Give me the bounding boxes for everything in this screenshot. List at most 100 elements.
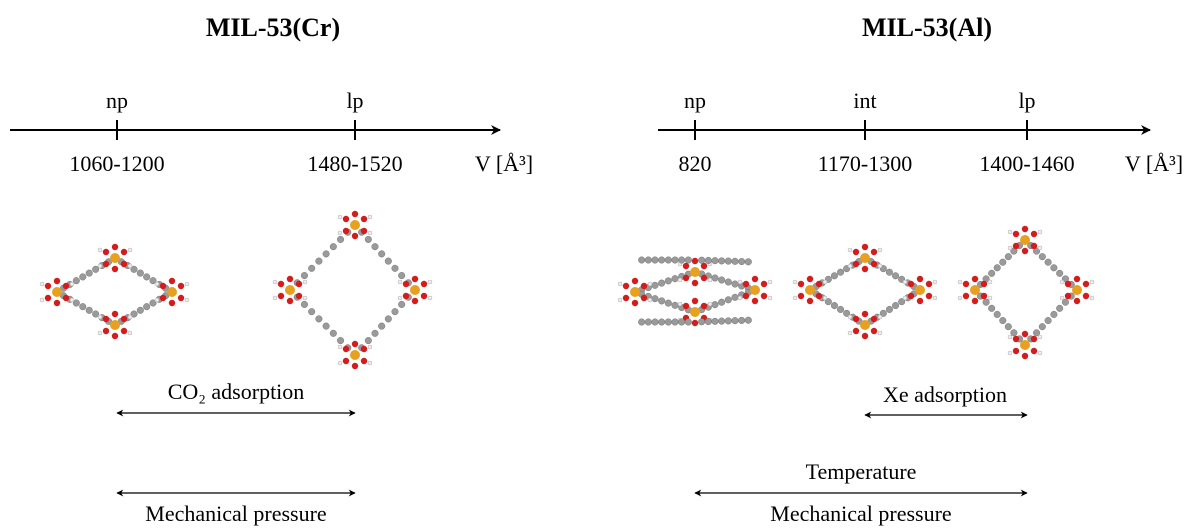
hydrogen-atom (1007, 334, 1013, 340)
carbon-atom (651, 281, 659, 289)
oxygen-atom (159, 294, 167, 302)
metal-atom (350, 350, 360, 360)
hydrogen-atom (1007, 350, 1013, 356)
carbon-atom (671, 256, 679, 264)
oxygen-atom (815, 280, 823, 288)
hydrogen-atom (1037, 334, 1043, 340)
oxygen-atom (682, 302, 690, 310)
transition-label: Temperature (806, 459, 917, 484)
oxygen-atom (44, 282, 52, 290)
oxygen-atom (700, 262, 708, 270)
oxygen-atom (797, 280, 805, 288)
oxygen-atom (852, 327, 860, 335)
hydrogen-atom (69, 297, 75, 303)
carbon-atom (300, 300, 308, 308)
carbon-atom (885, 305, 893, 313)
carbon-atom (664, 277, 672, 285)
carbon-atom (684, 318, 692, 326)
hydrogen-atom (367, 360, 373, 366)
hydrogen-atom (987, 295, 993, 301)
hydrogen-atom (902, 295, 908, 301)
oxygen-atom (1030, 335, 1038, 343)
oxygen-atom (742, 280, 750, 288)
oxygen-atom (925, 280, 933, 288)
oxygen-atom (870, 248, 878, 256)
hydrogen-atom (737, 295, 743, 301)
carbon-atom (999, 317, 1007, 325)
carbon-atom (837, 268, 845, 276)
hydrogen-atom (397, 279, 403, 285)
hydrogen-atom (39, 297, 45, 303)
carbon-atom (136, 306, 144, 314)
phase-name: lp (346, 88, 363, 113)
carbon-atom (718, 298, 726, 306)
metal-atom (860, 320, 870, 330)
carbon-atom (711, 317, 719, 325)
carbon-atom (678, 318, 686, 326)
carbon-atom (664, 299, 672, 307)
carbon-atom (704, 256, 712, 264)
oxygen-atom (962, 292, 970, 300)
hydrogen-atom (847, 263, 853, 269)
hydrogen-atom (367, 344, 373, 350)
hydrogen-atom (397, 295, 403, 301)
oxygen-atom (168, 277, 176, 285)
hydrogen-atom (932, 295, 938, 301)
carbon-atom (391, 308, 399, 316)
carbon-atom (837, 305, 845, 313)
oxygen-atom (760, 292, 768, 300)
oxygen-atom (640, 294, 648, 302)
metal-atom (110, 253, 120, 263)
carbon-atom (988, 304, 996, 312)
carbon-atom (651, 318, 659, 326)
carbon-atom (308, 308, 316, 316)
oxygen-atom (861, 310, 869, 318)
carbon-atom (149, 299, 157, 307)
oxygen-atom (111, 310, 119, 318)
carbon-atom (738, 258, 746, 266)
oxygen-atom (111, 265, 119, 273)
oxygen-atom (1030, 230, 1038, 238)
oxygen-atom (411, 275, 419, 283)
hydrogen-atom (154, 281, 160, 287)
oxygen-atom (62, 282, 70, 290)
oxygen-atom (1021, 330, 1029, 338)
carbon-atom (638, 256, 646, 264)
carbon-atom (79, 303, 87, 311)
carbon-atom (718, 257, 726, 265)
oxygen-atom (852, 260, 860, 268)
hydrogen-atom (647, 281, 653, 287)
carbon-atom (718, 317, 726, 325)
carbon-atom (371, 243, 379, 251)
carbon-atom (724, 257, 732, 265)
oxygen-atom (861, 243, 869, 251)
oxygen-atom (1082, 292, 1090, 300)
phase-name: np (106, 88, 128, 113)
metal-atom (805, 285, 815, 295)
oxygen-atom (907, 280, 915, 288)
hydrogen-atom (877, 330, 883, 336)
carbon-atom (678, 256, 686, 264)
oxygen-atom (111, 332, 119, 340)
oxygen-atom (907, 292, 915, 300)
hydrogen-atom (154, 297, 160, 303)
oxygen-atom (420, 280, 428, 288)
carbon-atom (1044, 258, 1052, 266)
carbon-atom (1004, 323, 1012, 331)
carbon-atom (72, 299, 80, 307)
carbon-atom (378, 250, 386, 258)
carbon-atom (658, 279, 666, 287)
carbon-atom (843, 309, 851, 317)
hydrogen-atom (69, 281, 75, 287)
oxygen-atom (806, 297, 814, 305)
oxygen-atom (360, 357, 368, 365)
oxygen-atom (870, 327, 878, 335)
carbon-atom (664, 256, 672, 264)
transition-label: Mechanical pressure (145, 501, 326, 526)
hydrogen-atom (877, 314, 883, 320)
carbon-atom (1038, 323, 1046, 331)
carbon-atom (315, 315, 323, 323)
hydrogen-atom (957, 279, 963, 285)
oxygen-atom (120, 260, 128, 268)
carbon-atom (738, 316, 746, 324)
